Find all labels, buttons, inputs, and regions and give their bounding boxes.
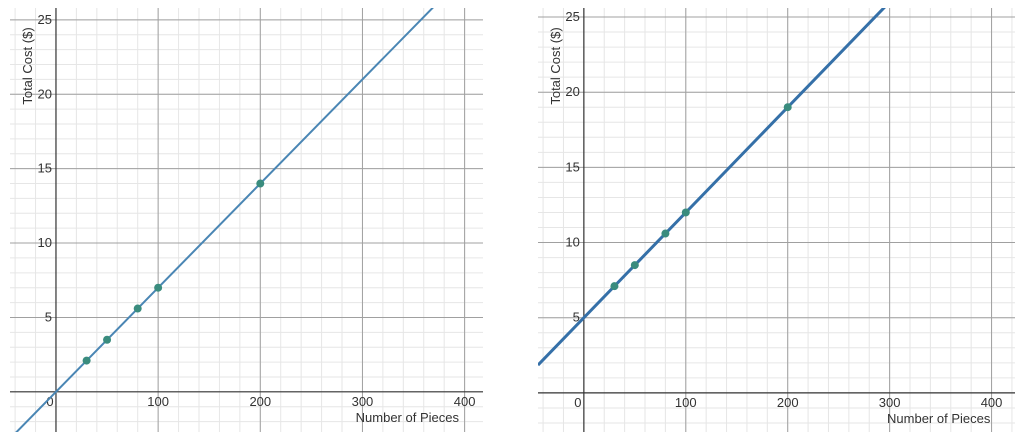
point — [154, 283, 163, 292]
point — [256, 179, 265, 188]
y-tick-label: 10 — [38, 235, 52, 250]
x-axis-title: Number of Pieces — [356, 410, 460, 425]
y-axis-title: Total Cost ($) — [548, 27, 563, 104]
x-tick-label: 200 — [777, 395, 799, 410]
point — [681, 208, 690, 217]
data — [538, 8, 886, 367]
point — [133, 304, 142, 313]
y-axis-title: Total Cost ($) — [20, 27, 35, 104]
graph-panel: 0 100 200 300 400 5 10 15 20 25 Number of Pieces To… — [538, 8, 1015, 432]
point — [630, 261, 639, 270]
y-tick-label: 5 — [45, 309, 52, 324]
x-axis-title: Number of Pieces — [887, 411, 991, 426]
y-tick-label: 10 — [565, 235, 579, 250]
y-tick-label: 25 — [565, 9, 579, 24]
point — [103, 335, 112, 344]
x-tick-label: 400 — [981, 395, 1003, 410]
point — [610, 282, 619, 291]
y-tick-label: 15 — [565, 159, 579, 174]
grid — [538, 8, 1015, 432]
x-tick-label: 200 — [249, 394, 271, 409]
x-tick-label: 300 — [352, 394, 374, 409]
y-tick-label: 15 — [38, 161, 52, 176]
y-tick-label: 25 — [38, 12, 52, 27]
point — [661, 229, 670, 238]
x-tick-label: 0 — [46, 394, 53, 409]
point — [783, 103, 792, 112]
line — [538, 8, 886, 367]
x-tick-label: 400 — [454, 394, 476, 409]
grid — [10, 8, 483, 432]
data — [15, 8, 434, 432]
y-tick-label: 20 — [38, 86, 52, 101]
y-tick-label: 20 — [565, 84, 579, 99]
x-tick-label: 100 — [147, 394, 169, 409]
x-tick-label: 100 — [675, 395, 697, 410]
graph-panel: 0 100 200 300 400 5 10 15 20 25 Number of Pieces To… — [10, 8, 483, 432]
point — [82, 356, 91, 365]
y-tick-label: 5 — [573, 310, 580, 325]
x-tick-label: 0 — [574, 395, 581, 410]
x-tick-label: 300 — [879, 395, 901, 410]
